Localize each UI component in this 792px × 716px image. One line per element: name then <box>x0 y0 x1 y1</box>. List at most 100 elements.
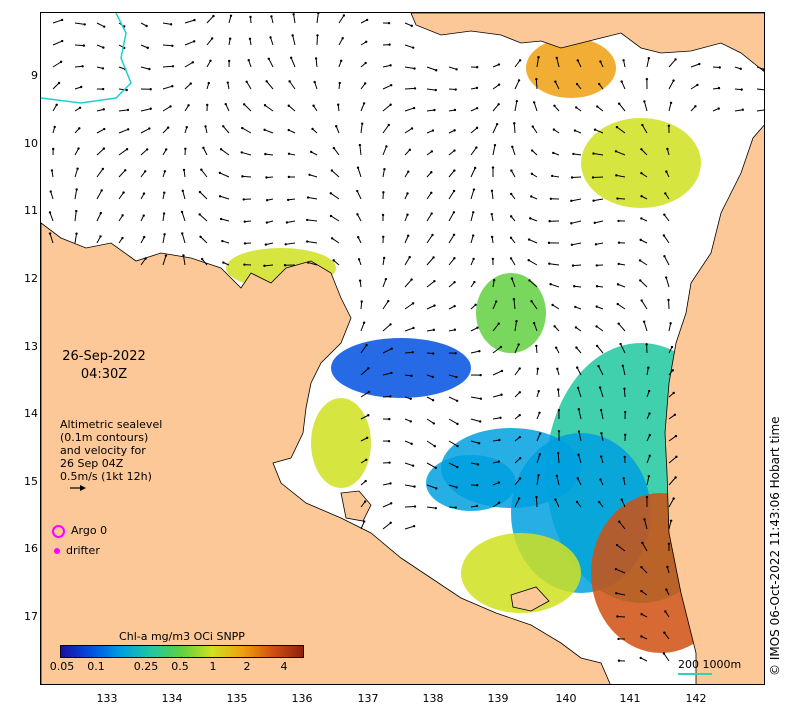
velocity-arrow-head <box>389 502 393 505</box>
velocity-arrow-head <box>530 195 533 198</box>
velocity-arrow <box>426 418 435 424</box>
velocity-arrow <box>621 81 626 90</box>
velocity-arrow <box>470 396 481 400</box>
velocity-arrow <box>140 258 147 266</box>
velocity-arrow <box>140 44 148 49</box>
velocity-arrow-head <box>554 498 557 501</box>
velocity-arrow <box>426 109 435 112</box>
velocity-arrow-head <box>285 221 289 224</box>
velocity-arrow <box>448 257 455 266</box>
drifter-legend: drifter <box>54 544 100 557</box>
velocity-arrow-head <box>453 169 456 172</box>
velocity-arrow-head <box>242 198 245 201</box>
velocity-arrow <box>426 213 433 222</box>
velocity-arrow-head <box>224 102 227 106</box>
velocity-arrow-head <box>360 300 363 303</box>
velocity-arrow-head <box>615 125 619 129</box>
velocity-arrow <box>448 170 455 178</box>
velocity-arrow <box>492 301 497 310</box>
velocity-arrow <box>593 198 604 202</box>
velocity-arrow-head <box>430 191 433 195</box>
velocity-arrow-head <box>669 519 673 522</box>
velocity-arrow-head <box>596 105 599 108</box>
velocity-arrow-head <box>509 215 513 218</box>
velocity-arrow-head <box>410 127 414 130</box>
velocity-arrow <box>616 544 626 552</box>
velocity-arrow <box>643 101 648 112</box>
velocity-arrow <box>528 259 538 266</box>
velocity-arrow-head <box>475 126 479 130</box>
velocity-arrow-head <box>675 455 678 459</box>
velocity-arrow <box>623 388 626 398</box>
velocity-arrow <box>333 147 340 156</box>
velocity-arrow-head <box>510 277 514 280</box>
velocity-arrow-head <box>512 298 516 301</box>
velocity-arrow <box>140 108 151 112</box>
velocity-arrow-head <box>362 102 366 105</box>
velocity-arrow-head <box>362 321 366 324</box>
velocity-arrow <box>382 522 391 530</box>
velocity-arrow-head <box>490 212 493 216</box>
velocity-arrow <box>641 124 648 134</box>
velocity-arrow <box>96 190 103 200</box>
velocity-arrow <box>448 190 455 200</box>
velocity-arrow <box>470 418 481 422</box>
velocity-arrow-head <box>121 214 124 217</box>
velocity-arrow-head <box>99 235 102 238</box>
velocity-arrow-head <box>163 191 166 194</box>
velocity-arrow-head <box>642 320 646 323</box>
velocity-arrow <box>448 418 458 425</box>
velocity-arrow-head <box>413 87 417 90</box>
velocity-arrow-head <box>204 125 207 128</box>
velocity-arrow-head <box>287 152 291 156</box>
map-plot-area[interactable] <box>40 12 765 685</box>
velocity-arrow-head <box>385 145 388 148</box>
velocity-arrow-head <box>181 232 184 235</box>
velocity-arrow-head <box>621 364 625 368</box>
y-tick-label: 14 <box>24 407 38 420</box>
velocity-arrow-head <box>476 484 479 487</box>
velocity-arrow-head <box>200 257 204 261</box>
velocity-arrow-head <box>479 420 482 423</box>
velocity-arrow <box>535 79 538 90</box>
velocity-arrow-head <box>125 88 128 92</box>
velocity-arrow <box>118 128 129 134</box>
velocity-arrow <box>426 257 434 266</box>
velocity-arrow-head <box>472 257 475 261</box>
velocity-arrow-head <box>431 233 434 237</box>
velocity-arrow-head <box>599 60 602 63</box>
velocity-arrow-head <box>595 325 598 328</box>
velocity-arrow <box>492 370 503 376</box>
velocity-arrow-head <box>163 233 166 236</box>
velocity-arrow-head <box>538 432 542 435</box>
velocity-arrow-head <box>597 82 601 86</box>
velocity-arrow <box>668 498 675 508</box>
velocity-arrow <box>756 109 764 112</box>
velocity-arrow-head <box>648 433 652 437</box>
velocity-arrow <box>448 234 455 244</box>
velocity-arrow-head <box>338 81 341 85</box>
velocity-arrow <box>514 344 520 354</box>
velocity-arrow-head <box>576 477 580 480</box>
velocity-arrow <box>756 88 764 91</box>
velocity-arrow <box>404 440 412 445</box>
velocity-arrow-head <box>575 82 579 86</box>
velocity-arrow-head <box>390 371 393 375</box>
contour-lines <box>41 13 132 104</box>
contour-line-nw <box>41 13 132 104</box>
velocity-arrow <box>382 278 387 288</box>
velocity-arrow <box>308 197 318 200</box>
velocity-arrow-head <box>640 171 643 175</box>
velocity-arrow <box>382 482 391 486</box>
x-tick-label: 138 <box>422 692 444 705</box>
velocity-arrow-head <box>739 67 742 71</box>
velocity-arrow-head <box>669 322 672 325</box>
velocity-arrow-head <box>269 36 272 39</box>
velocity-arrow-head <box>409 397 412 400</box>
velocity-arrow <box>643 321 648 332</box>
velocity-arrow <box>382 146 387 156</box>
velocity-arrow-head <box>292 13 295 16</box>
velocity-arrow-head <box>363 500 367 503</box>
velocity-arrow <box>690 63 700 68</box>
velocity-arrow-head <box>665 170 668 173</box>
